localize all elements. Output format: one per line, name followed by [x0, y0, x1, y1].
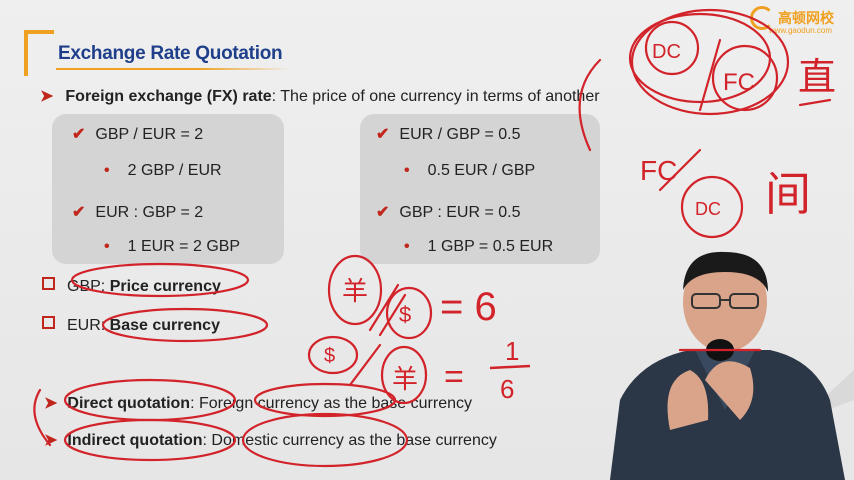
gbp-role-item: GBP: Price currency: [42, 277, 221, 296]
left-line-2: 2 GBP / EUR: [127, 162, 222, 179]
slide-title: Exchange Rate Quotation: [58, 43, 283, 64]
left-row-4: • 1 EUR = 2 GBP: [104, 238, 240, 256]
left-row-1: ✔ GBP / EUR = 2: [72, 124, 203, 144]
fx-rate-bullet: ➤ Foreign exchange (FX) rate: The price o…: [40, 86, 600, 106]
right-row-3: ✔ GBP : EUR = 0.5: [376, 202, 521, 222]
indirect-quotation-term: Indirect quotation: [67, 432, 203, 449]
gbp-prefix: GBP:: [67, 278, 110, 295]
left-line-1: GBP / EUR = 2: [95, 126, 204, 143]
check-icon: ✔: [72, 126, 86, 143]
presenter-video: [610, 251, 854, 480]
left-row-2: • 2 GBP / EUR: [104, 162, 222, 180]
annotation-equals-sign: =: [444, 358, 464, 396]
direct-quotation-item: ➤ Direct quotation: Foreign currency as t…: [44, 393, 472, 413]
annotation-jian: 间: [765, 168, 811, 220]
eur-role-item: EUR: Base currency: [42, 316, 220, 335]
annotation-dc-2: DC: [695, 199, 721, 219]
bullet-dot-icon: •: [404, 162, 410, 179]
left-line-3: EUR : GBP = 2: [95, 204, 204, 221]
arrow-bullet-icon: ➤: [40, 88, 54, 105]
right-row-1: ✔ EUR / GBP = 0.5: [376, 124, 521, 144]
right-line-1: EUR / GBP = 0.5: [399, 126, 521, 143]
annotation-yuan-2: 羊: [392, 364, 418, 394]
logo-name: 高顿网校: [778, 10, 834, 26]
fx-rate-definition: : The price of one currency in terms of …: [271, 88, 600, 105]
right-line-4: 1 GBP = 0.5 EUR: [427, 238, 554, 255]
square-bullet-icon: [42, 277, 55, 290]
title-underline: [56, 68, 290, 70]
annotation-dollar-1: $: [399, 302, 411, 327]
annotation-fraction-denominator: 6: [500, 374, 514, 404]
left-line-4: 1 EUR = 2 GBP: [127, 238, 241, 255]
annotation-dollar-2: $: [324, 345, 335, 367]
annotation-zhi: 直: [798, 57, 836, 99]
right-line-3: GBP : EUR = 0.5: [399, 204, 521, 221]
annotation-fc-2: FC: [640, 155, 677, 186]
annotation-fc: FC: [723, 69, 755, 96]
check-icon: ✔: [376, 126, 390, 143]
left-example-box: ✔ GBP / EUR = 2 • 2 GBP / EUR ✔ EUR : GBP =…: [52, 114, 284, 264]
left-row-3: ✔ EUR : GBP = 2: [72, 202, 203, 222]
gbp-role: Price currency: [109, 278, 221, 295]
check-icon: ✔: [376, 204, 390, 221]
indirect-quotation-item: ➤ Indirect quotation: Domestic currency a…: [44, 430, 497, 450]
eur-prefix: EUR:: [67, 317, 110, 334]
title-bracket-decoration: [24, 30, 54, 76]
direct-quotation-term: Direct quotation: [67, 395, 191, 412]
annotation-equation-1: = 6: [440, 285, 497, 329]
right-example-box: ✔ EUR / GBP = 0.5 • 0.5 EUR / GBP ✔ GBP : E…: [360, 114, 600, 264]
fx-rate-term: Foreign exchange (FX) rate: [65, 88, 272, 105]
annotation-fraction-numerator: 1: [505, 336, 519, 366]
arrow-bullet-icon: ➤: [44, 432, 58, 449]
logo-url: www.gaodun.com: [768, 26, 832, 35]
bullet-dot-icon: •: [104, 238, 110, 255]
square-bullet-icon: [42, 316, 55, 329]
direct-quotation-definition: : Foreign currency as the base currency: [190, 395, 472, 412]
annotation-yuan-1: 羊: [342, 276, 368, 306]
annotation-dc: DC: [652, 41, 681, 63]
check-icon: ✔: [72, 204, 86, 221]
eur-role: Base currency: [109, 317, 220, 334]
bullet-dot-icon: •: [104, 162, 110, 179]
arrow-bullet-icon: ➤: [44, 395, 58, 412]
right-line-2: 0.5 EUR / GBP: [427, 162, 536, 179]
indirect-quotation-definition: : Domestic currency as the base currency: [202, 432, 497, 449]
right-row-2: • 0.5 EUR / GBP: [404, 162, 535, 180]
bullet-dot-icon: •: [404, 238, 410, 255]
right-row-4: • 1 GBP = 0.5 EUR: [404, 238, 553, 256]
